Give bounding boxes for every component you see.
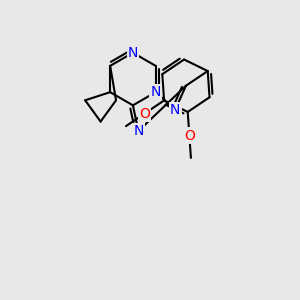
Text: N: N: [151, 85, 161, 99]
Text: N: N: [170, 103, 180, 117]
Text: N: N: [133, 124, 144, 138]
Text: N: N: [128, 46, 138, 60]
Text: O: O: [184, 129, 195, 142]
Text: O: O: [139, 106, 150, 121]
